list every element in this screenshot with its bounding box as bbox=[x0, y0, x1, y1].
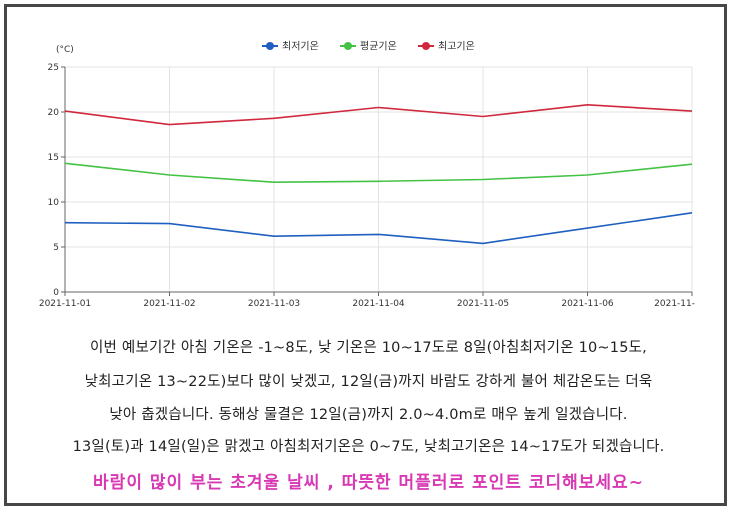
x-tick-label: 2021-11-03 bbox=[248, 299, 300, 309]
x-tick-label: 2021-11- bbox=[654, 299, 695, 309]
caption-highlight: 바람이 많이 부는 초겨울 날씨 , 따뜻한 머플러로 포인트 코디해보세요~ bbox=[93, 473, 644, 493]
x-tick-label: 2021-11-04 bbox=[352, 299, 405, 309]
y-tick-label: 25 bbox=[48, 63, 59, 73]
caption-line-1: 이번 예보기간 아침 기온은 -1~8도, 낮 기온은 10~17도로 8일(아… bbox=[90, 340, 647, 356]
legend-swatch-dot bbox=[344, 42, 352, 50]
grid bbox=[64, 66, 693, 293]
legend-swatch-dot bbox=[266, 42, 274, 50]
x-tick-label: 2021-11-05 bbox=[457, 299, 509, 309]
caption-line-3: 낮아 춥겠습니다. 동해상 물결은 12일(금)까지 2.0~4.0m로 매우 … bbox=[109, 407, 628, 423]
y-tick-label: 0 bbox=[53, 288, 59, 298]
legend-label: 최고기온 bbox=[438, 41, 475, 53]
y-unit-label: (°C) bbox=[56, 45, 74, 55]
caption-line-2: 낮최고기온 13~22도)보다 많이 낮겠고, 12일(금)까지 바람도 강하게… bbox=[84, 374, 653, 390]
series-line-2 bbox=[64, 103, 693, 126]
y-tick-label: 15 bbox=[48, 153, 59, 163]
legend: 최저기온 평균기온 최고기온 bbox=[262, 41, 475, 53]
caption-line-4: 13일(토)과 14일(일)은 맑겠고 아침최저기온은 0~7도, 낮최고기온은… bbox=[72, 439, 665, 455]
series-line-0 bbox=[64, 212, 693, 245]
x-tick-label: 2021-11-01 bbox=[39, 299, 91, 309]
x-tick-label: 2021-11-02 bbox=[143, 299, 195, 309]
card-frame bbox=[4, 4, 727, 506]
legend-swatch-dot bbox=[422, 42, 430, 50]
x-tick-label: 2021-11-06 bbox=[561, 299, 614, 309]
y-tick-label: 5 bbox=[53, 243, 59, 253]
series-lines bbox=[64, 103, 693, 245]
axes: 0 5 10 15 20 25 2021-11-01 2021-11-02 2021-11-03… bbox=[39, 63, 695, 309]
legend-label: 최저기온 bbox=[282, 41, 319, 53]
series-line-1 bbox=[64, 162, 693, 184]
y-tick-label: 10 bbox=[48, 198, 60, 208]
y-tick-label: 20 bbox=[48, 108, 60, 118]
temperature-line-chart: 0 5 10 15 20 25 2021-11-01 2021-11-02 2021-11-03… bbox=[39, 41, 695, 310]
legend-label: 평균기온 bbox=[360, 41, 397, 53]
